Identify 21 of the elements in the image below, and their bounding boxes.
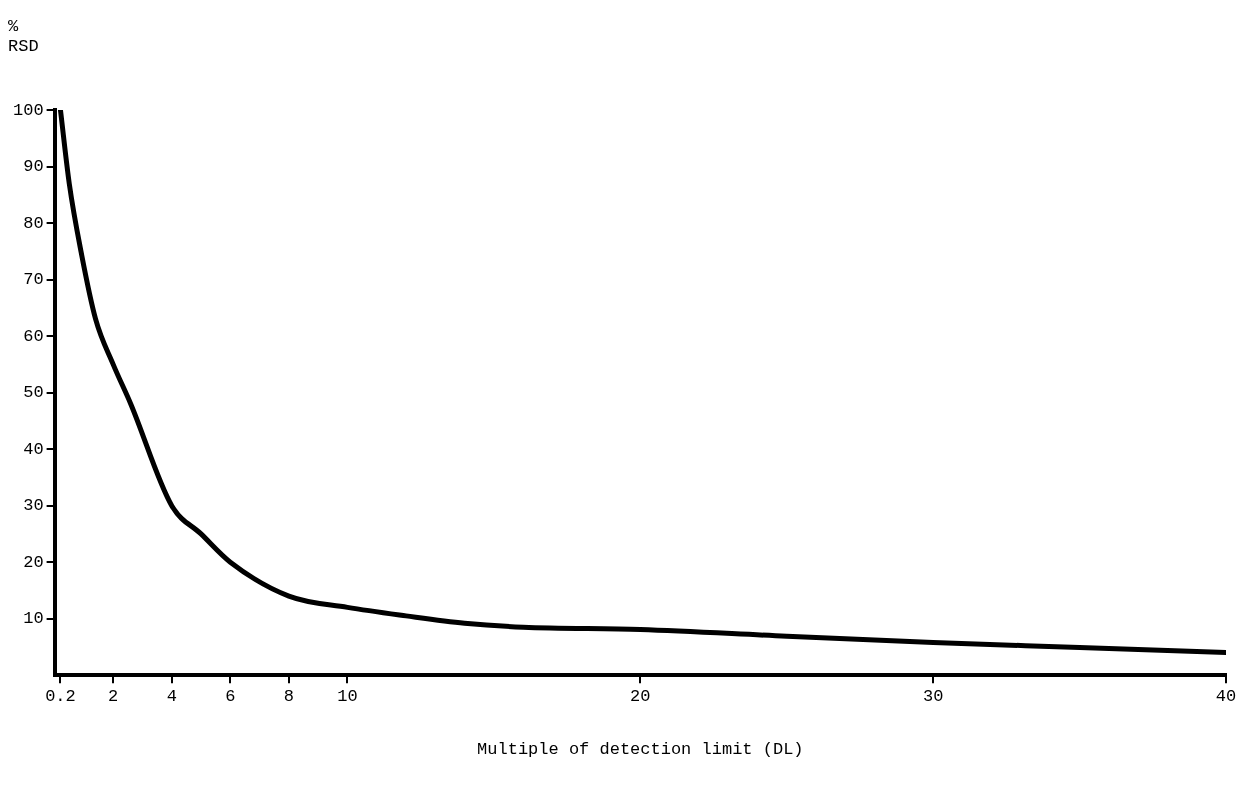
y-tick-label: 80 (23, 213, 44, 233)
y-tick-label: 40 (23, 439, 44, 459)
y-tick-label: 10 (23, 609, 44, 629)
y-tick-label: 90 (23, 157, 44, 177)
x-tick-label: 0.2 (45, 686, 76, 706)
x-tick-label: 10 (337, 686, 358, 706)
x-tick-label: 2 (108, 686, 119, 706)
x-tick-label: 30 (922, 686, 944, 706)
y-axis-title: % RSD (8, 17, 39, 56)
y-tick-label: 20 (23, 552, 44, 572)
x-tick-label: 6 (225, 686, 236, 706)
x-tick-label: 4 (166, 686, 177, 706)
y-tick-label: 30 (23, 496, 44, 516)
y-tick-label: 60 (23, 326, 44, 346)
x-tick-label: 40 (1215, 686, 1237, 706)
y-tick-label: 50 (23, 383, 44, 403)
x-tick-label: 8 (283, 686, 294, 706)
x-tick-label: 20 (630, 686, 651, 706)
y-tick-label: 100 (13, 100, 44, 120)
y-tick-label: 70 (23, 270, 44, 290)
x-axis-title: Multiple of detection limit (DL) (477, 740, 804, 760)
